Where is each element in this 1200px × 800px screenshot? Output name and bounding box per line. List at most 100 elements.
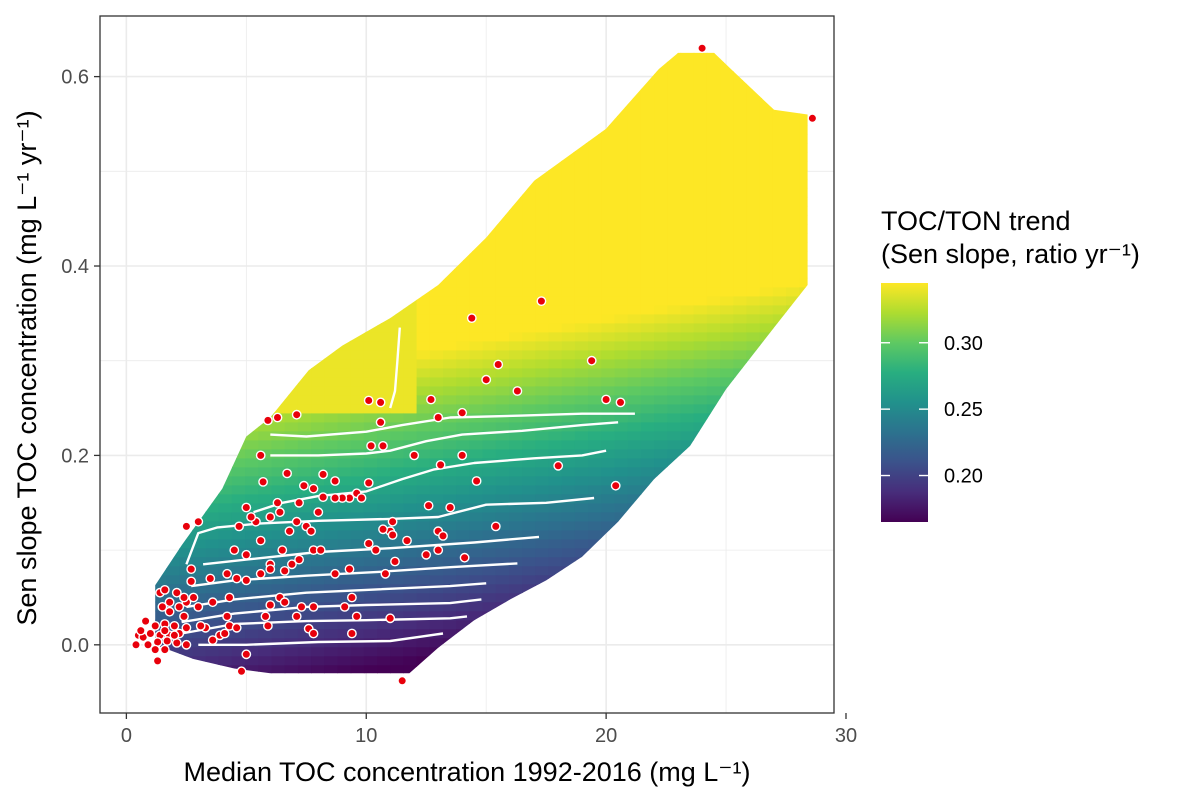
heat-cell <box>350 646 365 657</box>
heat-cell <box>363 601 378 612</box>
heat-cell <box>786 115 800 126</box>
heat-cell <box>284 421 299 432</box>
heat-cell <box>640 475 655 486</box>
heat-cell <box>469 376 484 387</box>
legend-title-line2: (Sen slope, ratio yr⁻¹) <box>881 239 1140 269</box>
heat-cell <box>271 538 286 549</box>
heat-cell <box>786 205 800 216</box>
heat-cell <box>640 331 655 342</box>
heat-cell <box>522 331 536 342</box>
heat-cell <box>482 475 497 486</box>
heat-cell <box>548 205 563 216</box>
heat-cell <box>733 115 748 126</box>
heat-cell <box>522 349 536 360</box>
heat-cell <box>535 367 550 378</box>
heat-cell <box>772 223 787 234</box>
heat-cell <box>574 160 589 171</box>
heat-cell <box>258 439 273 450</box>
heat-cell <box>482 322 497 333</box>
data-point <box>282 468 292 479</box>
heat-cell <box>311 466 325 477</box>
heat-cell <box>640 268 655 279</box>
heat-cell <box>495 484 510 495</box>
heat-cell <box>640 286 655 297</box>
heat-cell <box>495 232 510 243</box>
heat-cell <box>535 475 550 486</box>
heat-cell <box>627 142 642 153</box>
heat-cell <box>192 646 207 657</box>
heat-cell <box>337 457 352 468</box>
heat-cell <box>654 223 668 234</box>
y-tick-label: 0.6 <box>61 67 89 89</box>
heat-cell <box>548 349 563 360</box>
data-point <box>306 526 316 537</box>
heat-cell <box>772 106 787 117</box>
heat-cell <box>179 574 193 585</box>
heat-cell <box>363 430 378 441</box>
heat-cell <box>654 169 668 180</box>
heat-cell <box>627 493 642 504</box>
heat-cell <box>297 583 312 594</box>
heat-cell <box>614 331 629 342</box>
heat-cell <box>429 358 444 369</box>
heat-cell <box>284 520 299 531</box>
heat-cell <box>297 619 312 630</box>
heat-cell <box>416 394 431 405</box>
heat-cell <box>218 583 233 594</box>
heat-cell <box>535 457 550 468</box>
heat-cell <box>667 178 682 189</box>
heat-cell <box>166 574 180 585</box>
data-point <box>277 545 288 555</box>
contour-line <box>270 412 635 438</box>
heat-cell <box>311 610 325 621</box>
data-point <box>241 575 252 586</box>
heat-cell <box>627 394 642 405</box>
data-point <box>298 480 309 491</box>
heat-cell <box>680 115 695 126</box>
heat-cell <box>588 376 602 387</box>
heat-cell <box>311 475 325 486</box>
heat-cell <box>627 466 642 477</box>
heat-cell <box>284 502 299 513</box>
heat-cell <box>509 403 523 414</box>
heat-cell <box>377 421 391 432</box>
heat-cell <box>456 565 470 576</box>
contour-line <box>185 496 595 565</box>
heat-cell <box>284 583 299 594</box>
heat-cell <box>179 565 193 576</box>
heat-cell <box>429 484 444 495</box>
heat-cell <box>245 484 259 495</box>
heat-cell <box>561 259 576 270</box>
heat-cell <box>482 502 497 513</box>
heat-cell <box>614 448 629 459</box>
heat-cell <box>350 394 365 405</box>
heat-cell <box>693 367 708 378</box>
data-point <box>375 397 386 408</box>
heat-cell <box>627 160 642 171</box>
heat-cell <box>429 286 444 297</box>
heat-cell <box>548 448 563 459</box>
heat-cell <box>535 223 550 234</box>
heat-cell <box>297 655 312 666</box>
data-point <box>294 554 304 565</box>
heat-cell <box>588 304 602 315</box>
heat-cell <box>522 205 536 216</box>
heat-cell <box>350 367 365 378</box>
heat-cell <box>245 448 259 459</box>
heat-cell <box>350 457 365 468</box>
heat-cell <box>258 556 273 567</box>
heat-cell <box>509 376 523 387</box>
heat-cell <box>693 52 708 63</box>
heat-cell <box>667 196 682 207</box>
heat-cell <box>390 520 404 531</box>
heat-cell <box>720 331 734 342</box>
heat-cell <box>548 529 563 540</box>
heat-cell <box>733 304 748 315</box>
heat-cell <box>786 295 800 306</box>
heat-cell <box>218 511 233 522</box>
heat-cell <box>601 232 616 243</box>
heat-cell <box>284 439 299 450</box>
heat-cell <box>680 295 695 306</box>
data-point <box>363 477 374 488</box>
heat-cell <box>377 322 391 333</box>
